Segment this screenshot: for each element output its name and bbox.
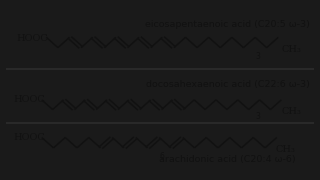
Text: 3: 3 xyxy=(256,52,261,61)
Text: HOOC: HOOC xyxy=(13,95,45,104)
Text: 3: 3 xyxy=(256,112,261,121)
Text: docosahexaenoic acid (C22:6 ω-3): docosahexaenoic acid (C22:6 ω-3) xyxy=(146,80,309,89)
Text: 6: 6 xyxy=(159,152,164,161)
Text: HOOC: HOOC xyxy=(13,133,45,142)
Text: arachidonic acid (C20:4 ω-6): arachidonic acid (C20:4 ω-6) xyxy=(159,155,296,164)
Text: HOOC: HOOC xyxy=(17,34,48,43)
Text: CH₃: CH₃ xyxy=(275,145,295,154)
Text: CH₃: CH₃ xyxy=(281,45,301,54)
Text: CH₃: CH₃ xyxy=(281,107,301,116)
Text: eicosapentaenoic acid (C20:5 ω-3): eicosapentaenoic acid (C20:5 ω-3) xyxy=(145,20,310,29)
